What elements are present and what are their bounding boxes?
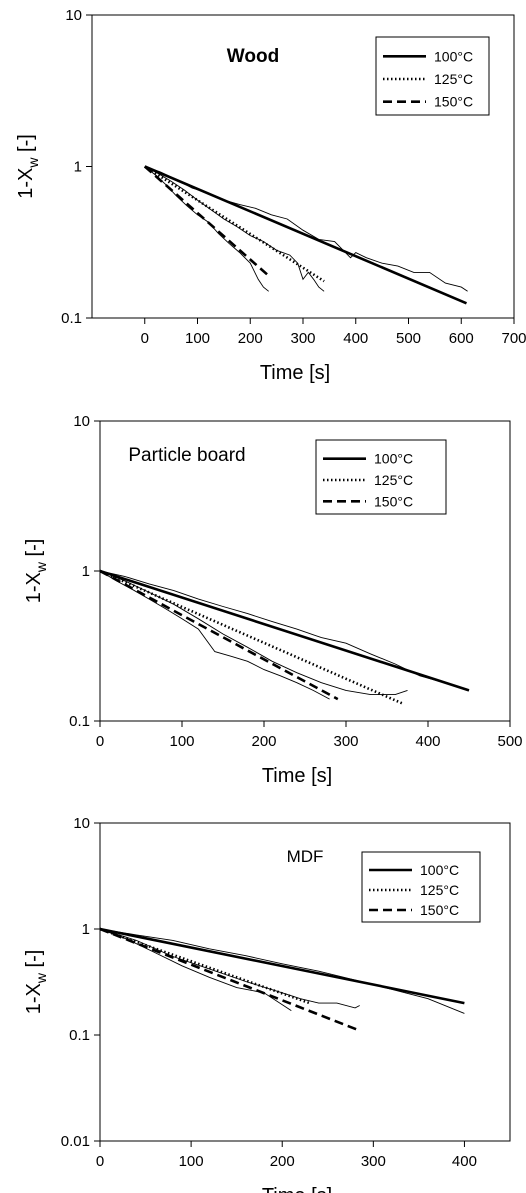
series-line-2: [100, 569, 404, 706]
x-tick-label: 400: [415, 733, 440, 750]
x-tick-label: 600: [449, 330, 474, 347]
x-tick-label: 300: [290, 330, 315, 347]
y-tick-label: 0.1: [61, 310, 82, 327]
series-line-1: [100, 569, 470, 692]
legend-label-1: 100°C: [434, 48, 473, 64]
series-line-3: [100, 927, 361, 1032]
legend-label-3: 150°C: [374, 493, 413, 509]
legend-label-2: 125°C: [434, 71, 473, 87]
y-axis-label-main: 1-X: [15, 168, 37, 199]
x-tick-label: 400: [343, 330, 368, 347]
y-tick-label: 1: [82, 921, 90, 938]
y-tick-label: 0.1: [69, 713, 90, 730]
series-line-2: [144, 165, 325, 283]
y-axis-label: 1-Xw [-]: [23, 950, 49, 1015]
legend: 100°C 125°C 150°C: [361, 851, 481, 923]
y-tick-label: 10: [73, 815, 90, 832]
plot-area: [143, 165, 468, 305]
y-tick-label: 1: [74, 159, 82, 176]
x-tick-label: 700: [501, 330, 526, 347]
y-axis-label-unit: [-]: [23, 950, 45, 973]
chart-panel-3: 0 100 200 300 400 0.01 0.1 1 10 Time [s] 1-Xw [-] M…: [23, 815, 511, 1193]
y-tick-label: 10: [73, 413, 90, 430]
y-axis-label-unit: [-]: [15, 134, 37, 157]
y-axis-label-subscript: w: [25, 157, 41, 169]
x-tick-label: 100: [179, 1153, 204, 1170]
series-line-1: [144, 165, 468, 305]
chart-panel-2: 0 100 200 300 400 500 0.1 1 10 Time [s] 1-Xw [-] Pa…: [23, 413, 523, 787]
y-tick-label: 0.01: [61, 1133, 90, 1150]
y-tick-label: 10: [65, 7, 82, 24]
plot-area: [100, 927, 465, 1032]
series-line-2: [100, 927, 311, 1005]
legend: 100°C 125°C 150°C: [375, 36, 490, 116]
y-axis-label-subscript: w: [33, 972, 49, 984]
y-axis-label-main: 1-X: [23, 572, 45, 603]
y-axis-label-subscript: w: [33, 561, 49, 573]
x-tick-label: 100: [185, 330, 210, 347]
legend-box: [361, 851, 481, 923]
legend-box: [375, 36, 490, 116]
x-tick-label: 300: [333, 733, 358, 750]
legend-label-3: 150°C: [420, 902, 459, 918]
x-axis-label: Time [s]: [262, 1185, 332, 1193]
measured-curve-1: [100, 928, 465, 1014]
x-tick-label: 400: [452, 1153, 477, 1170]
panel-title: Particle board: [128, 445, 245, 466]
x-tick-label: 0: [96, 1153, 104, 1170]
measured-curve-2: [100, 570, 408, 696]
x-tick-label: 200: [270, 1153, 295, 1170]
chart-panel-1: 0 100 200 300 400 500 600 700 0.1 1 10 Time [s] 1-Xw…: [15, 7, 526, 384]
x-tick-label: 300: [361, 1153, 386, 1170]
panel-title: Wood: [227, 46, 279, 67]
measured-curve-3: [144, 166, 269, 292]
legend-label-1: 100°C: [374, 451, 413, 467]
y-axis-label-main: 1-X: [23, 983, 45, 1014]
y-axis-label-unit: [-]: [23, 539, 45, 562]
legend: 100°C 125°C 150°C: [315, 439, 447, 515]
legend-label-2: 125°C: [420, 882, 459, 898]
series-line-3: [100, 569, 339, 701]
x-tick-label: 0: [96, 733, 104, 750]
x-tick-label: 100: [169, 733, 194, 750]
measured-curve-2: [100, 928, 360, 1009]
x-axis-label: Time [s]: [260, 362, 330, 384]
series-line-1: [100, 927, 465, 1005]
legend-label-3: 150°C: [434, 94, 473, 110]
x-tick-label: 500: [497, 733, 522, 750]
legend-label-2: 125°C: [374, 472, 413, 488]
y-tick-label: 1: [82, 563, 90, 580]
y-axis-label: 1-Xw [-]: [23, 539, 49, 604]
legend-label-1: 100°C: [420, 862, 459, 878]
x-axis-label: Time [s]: [262, 765, 332, 787]
y-axis-label: 1-Xw [-]: [15, 134, 41, 199]
x-tick-label: 200: [238, 330, 263, 347]
plot-frame: [99, 822, 511, 1142]
y-tick-label: 0.1: [69, 1027, 90, 1044]
x-tick-label: 500: [396, 330, 421, 347]
x-tick-label: 200: [251, 733, 276, 750]
plot-area: [100, 569, 470, 706]
x-tick-label: 0: [141, 330, 149, 347]
panel-title: MDF: [287, 847, 324, 866]
measured-curve-1: [144, 166, 468, 292]
